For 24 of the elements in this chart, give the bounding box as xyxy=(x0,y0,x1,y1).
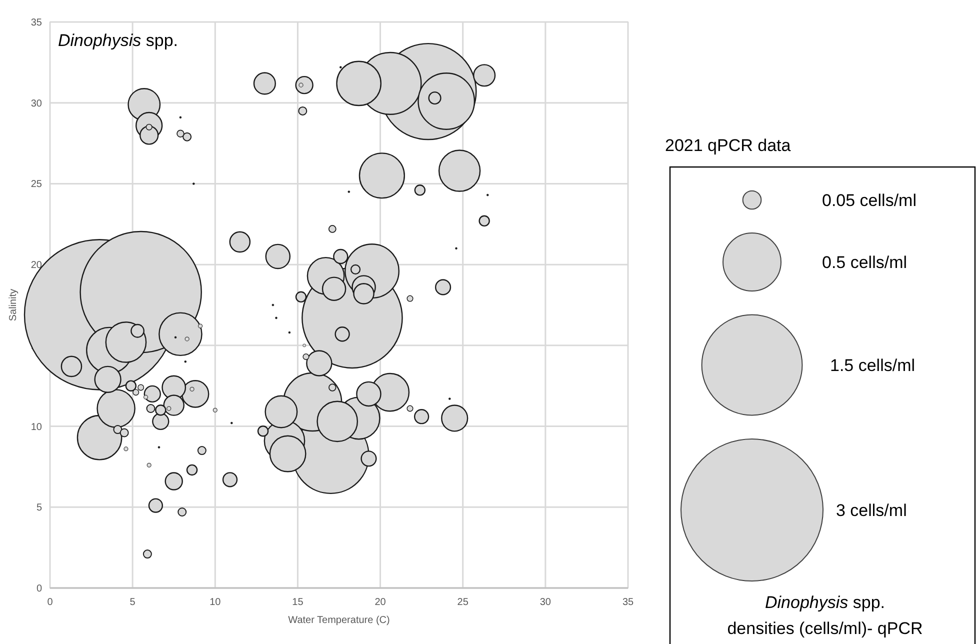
y-axis-title: Salinity xyxy=(8,288,19,322)
y-tick-label: 25 xyxy=(30,179,42,190)
legend-label: 0.5 cells/ml xyxy=(822,253,908,272)
y-tick-label: 35 xyxy=(30,18,42,28)
y-tick-label: 20 xyxy=(30,260,42,272)
legend-label: 0.05 cells/ml xyxy=(822,191,916,210)
y-tick-label: 30 xyxy=(30,98,42,110)
x-tick-label: 20 xyxy=(374,597,386,608)
x-tick-label: 30 xyxy=(540,597,552,608)
legend-label: 3 cells/ml xyxy=(836,501,907,520)
x-tick-label: 10 xyxy=(210,597,222,608)
x-tick-label: 15 xyxy=(292,597,304,608)
text: Dinophysis spp. xyxy=(58,31,178,50)
y-tick-label: 0 xyxy=(36,584,42,594)
y-tick-label: 5 xyxy=(36,502,42,514)
text: Dinophysis spp. densities (cells/ml)- qPCR xyxy=(727,593,923,638)
x-tick-label: 35 xyxy=(622,597,634,608)
x-tick-label: 25 xyxy=(457,597,469,608)
x-axis-title: Water Temperature (C) xyxy=(288,615,390,626)
legend-title: 2021 qPCR data xyxy=(665,136,792,155)
y-tick-label: 10 xyxy=(30,422,42,433)
x-tick-label: 5 xyxy=(130,597,136,608)
x-tick-label: 0 xyxy=(47,597,54,608)
legend-label: 1.5 cells/ml xyxy=(830,356,916,375)
